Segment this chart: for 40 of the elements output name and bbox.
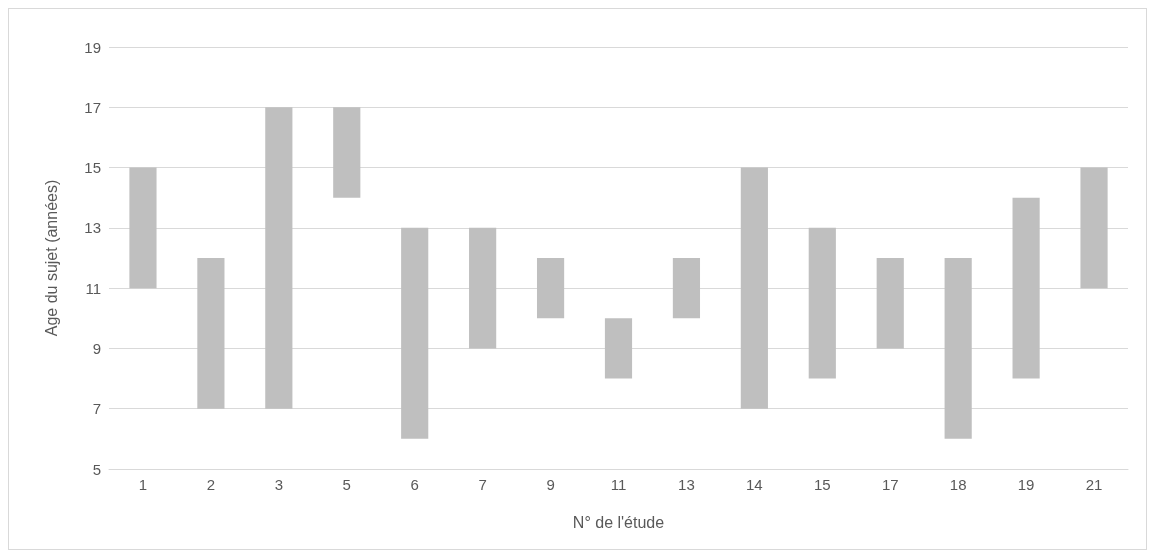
x-tick-label: 2: [206, 476, 216, 493]
x-tick-label: 15: [813, 476, 831, 493]
y-tick-label: 7: [92, 400, 101, 418]
y-tick-label: 15: [84, 159, 101, 177]
bar: [1080, 167, 1108, 289]
bar: [1012, 197, 1040, 379]
x-tick-label: 3: [274, 476, 284, 493]
x-tick-label: 7: [478, 476, 487, 493]
bar: [808, 227, 836, 379]
bar: [197, 258, 225, 409]
y-tick-label: 13: [84, 219, 101, 237]
x-tick-label: 18: [949, 476, 967, 493]
bar: [129, 167, 157, 289]
x-tick-label: 14: [746, 476, 763, 493]
bar: [672, 258, 701, 319]
bar: [333, 107, 361, 198]
y-tick-label: 9: [92, 339, 101, 357]
x-tick-label: 1: [138, 476, 148, 493]
x-tick-label: 19: [1017, 476, 1035, 493]
bar: [469, 227, 497, 349]
x-tick-label: 13: [678, 476, 695, 493]
x-axis-title: N° de l'étude: [572, 513, 665, 531]
bar: [265, 107, 293, 409]
bar: [944, 258, 972, 439]
x-tick-label: 21: [1085, 476, 1103, 493]
y-axis-title: Age du sujet (années): [42, 179, 60, 337]
y-tick-label: 17: [84, 98, 101, 116]
x-tick-label: 6: [410, 476, 419, 493]
y-tick-label: 5: [92, 460, 101, 478]
y-tick-label: 11: [85, 279, 101, 297]
bar: [876, 258, 904, 349]
x-tick-label: 5: [342, 476, 351, 493]
x-tick-label: 9: [546, 476, 555, 493]
bar: [536, 258, 565, 319]
x-tick-label: 11: [610, 476, 627, 493]
bar: [604, 318, 633, 379]
x-tick-label: 17: [881, 476, 899, 493]
bar: [740, 167, 768, 409]
bar: [401, 227, 429, 439]
y-tick-label: 19: [84, 38, 101, 56]
